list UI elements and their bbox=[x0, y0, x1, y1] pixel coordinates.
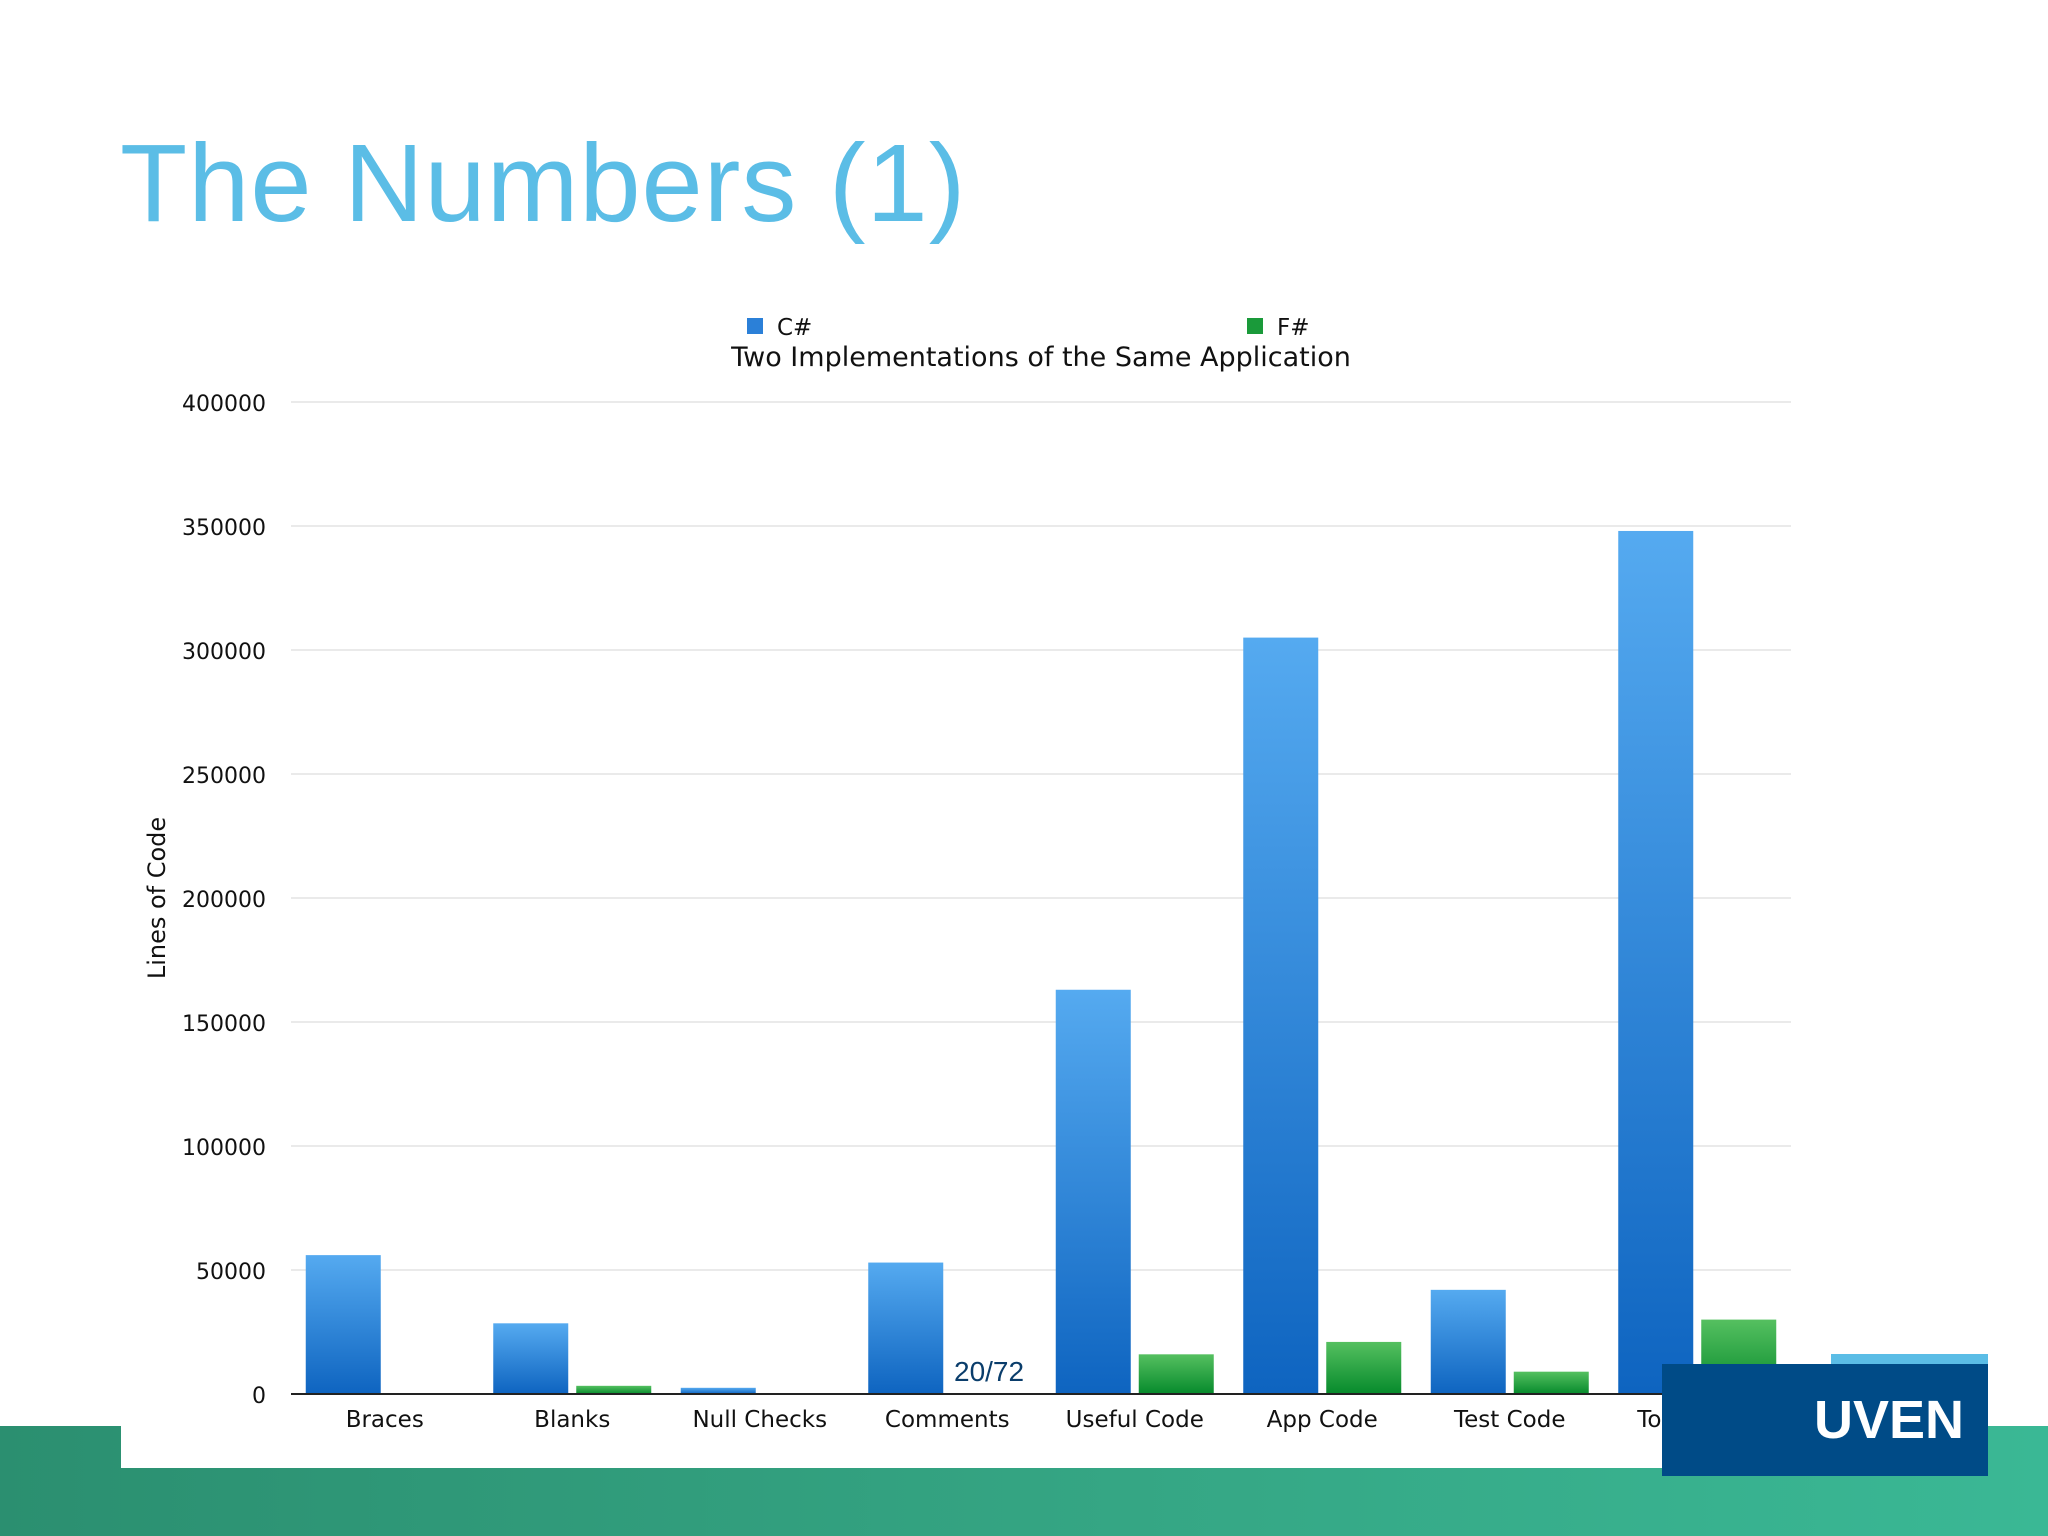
x-tick-labels: Braces Blanks Null Checks Comments Useful Co… bbox=[346, 1407, 1758, 1433]
y-tick-labels: 0 50000 100000 150000 200000 250000 300000 3500… bbox=[182, 392, 266, 1409]
logo-stripe bbox=[1831, 1354, 1988, 1364]
bar-chart: 0 50000 100000 150000 200000 250000 300000 3500… bbox=[143, 315, 1791, 1433]
x-tick-label: Blanks bbox=[534, 1407, 610, 1433]
page-number: 20/72 bbox=[954, 1356, 1025, 1387]
x-tick-label: Useful Code bbox=[1066, 1407, 1204, 1433]
bar-fsharp bbox=[1513, 1371, 1589, 1394]
bar-fsharp bbox=[1138, 1354, 1214, 1394]
bar-fsharp bbox=[576, 1385, 652, 1394]
bar-csharp bbox=[305, 1255, 381, 1394]
legend-label: F# bbox=[1277, 315, 1310, 341]
x-tick-label: Null Checks bbox=[692, 1407, 827, 1433]
chart-title: Two Implementations of the Same Applicat… bbox=[730, 342, 1351, 373]
x-tick-label: Braces bbox=[346, 1407, 424, 1433]
bar-csharp bbox=[1055, 989, 1131, 1394]
bars bbox=[305, 530, 1777, 1394]
bar-csharp bbox=[868, 1262, 944, 1394]
y-axis-label: Lines of Code bbox=[143, 817, 171, 979]
chart-panel: 0 50000 100000 150000 200000 250000 300000 3500… bbox=[121, 282, 1831, 1468]
legend-label: C# bbox=[777, 315, 812, 341]
slide-title: The Numbers (1) bbox=[120, 122, 967, 245]
y-tick-label: 100000 bbox=[182, 1136, 266, 1161]
logo-box: UVEN bbox=[1662, 1364, 1988, 1476]
x-tick-label: Comments bbox=[885, 1407, 1010, 1433]
y-tick-label: 200000 bbox=[182, 888, 266, 913]
legend-swatch bbox=[747, 318, 763, 334]
bar-csharp bbox=[1618, 530, 1694, 1394]
y-tick-label: 250000 bbox=[182, 764, 266, 789]
y-tick-label: 50000 bbox=[196, 1260, 266, 1285]
y-tick-label: 300000 bbox=[182, 640, 266, 665]
x-tick-label: Test Code bbox=[1453, 1407, 1566, 1433]
y-tick-label: 350000 bbox=[182, 516, 266, 541]
y-tick-label: 400000 bbox=[182, 392, 266, 417]
bar-csharp bbox=[493, 1323, 569, 1394]
y-tick-label: 150000 bbox=[182, 1012, 266, 1037]
y-tick-label: 0 bbox=[252, 1384, 266, 1409]
bar-fsharp bbox=[1326, 1341, 1402, 1394]
x-tick-label: App Code bbox=[1267, 1407, 1378, 1433]
bar-csharp bbox=[1430, 1289, 1506, 1394]
bar-csharp bbox=[1243, 637, 1319, 1394]
legend: C# F# bbox=[747, 315, 1310, 341]
university-logo: UVEN bbox=[1662, 1354, 1988, 1476]
bar-csharp bbox=[680, 1387, 756, 1394]
grid-lines bbox=[291, 401, 1791, 1271]
legend-swatch bbox=[1247, 318, 1263, 334]
logo-text: UVEN bbox=[1813, 1390, 1964, 1450]
